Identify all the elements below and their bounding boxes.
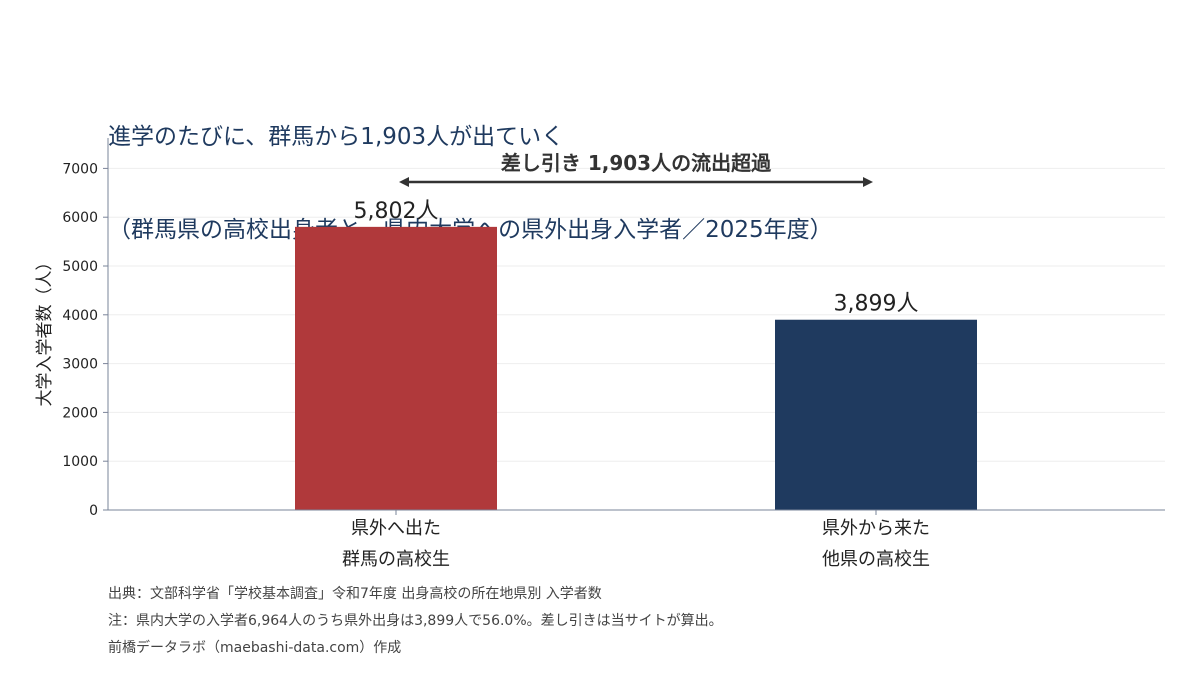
- y-tick-label: 7000: [62, 161, 98, 177]
- x-tick-label-line1: 県外へ出た: [351, 518, 441, 539]
- y-axis-label: 大学入学者数（人）: [35, 254, 55, 407]
- y-tick-label: 5000: [62, 259, 98, 275]
- x-tick-label-line2: 他県の高校生: [822, 549, 930, 570]
- bar-value-label: 5,802人: [354, 199, 439, 224]
- arrowhead-right: [863, 177, 873, 187]
- y-tick-label: 3000: [62, 357, 98, 373]
- x-tick-label-line2: 群馬の高校生: [342, 549, 450, 570]
- difference-arrow: [399, 177, 873, 187]
- chart-title-line1: 進学のたびに、群馬から1,903人が出ていく: [108, 124, 565, 150]
- y-tick-label: 4000: [62, 308, 98, 324]
- y-tick-label: 1000: [62, 454, 98, 470]
- bar-1: [775, 319, 977, 510]
- difference-annotation: 差し引き 1,903人の流出超過: [501, 151, 772, 175]
- bar-0: [295, 226, 497, 510]
- explanatory-note: 注：県内大学の入学者6,964人のうち県外出身は3,899人で56.0%。差し引…: [108, 613, 723, 629]
- y-tick-label: 0: [89, 503, 98, 519]
- bar-chart: 5,802人 3,899人 0 1000 2000 3000 4000 5000 6000 70…: [35, 138, 1165, 570]
- credit-note: 前橋データラボ（maebashi-data.com）作成: [108, 640, 402, 656]
- y-tick-label: 6000: [62, 210, 98, 226]
- source-note: 出典：文部科学省「学校基本調査」令和7年度 出身高校の所在地県別 入学者数: [108, 586, 602, 602]
- arrowhead-left: [399, 177, 409, 187]
- y-tick-label: 2000: [62, 405, 98, 421]
- x-tick-label-line1: 県外から来た: [822, 518, 930, 539]
- bar-value-label: 3,899人: [834, 292, 919, 317]
- footnotes: 出典：文部科学省「学校基本調査」令和7年度 出身高校の所在地県別 入学者数 注：…: [108, 581, 723, 662]
